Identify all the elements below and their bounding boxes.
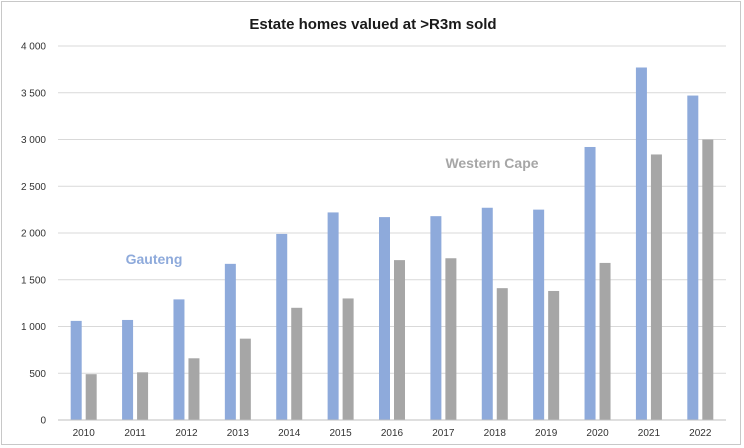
bar-gauteng-2016 — [379, 217, 390, 420]
bar-western-cape-2016 — [394, 260, 405, 420]
bar-gauteng-2010 — [70, 320, 82, 420]
bar-gauteng-2022 — [687, 95, 699, 421]
chart-title: Estate homes valued at >R3m sold — [249, 16, 496, 33]
bar-western-cape-2020 — [599, 262, 611, 420]
bar-gauteng-2012 — [173, 299, 185, 420]
bar-western-cape-2014 — [291, 307, 303, 420]
gridlines — [58, 45, 726, 374]
bar-gauteng-2013 — [224, 263, 236, 420]
bars — [70, 67, 714, 421]
bar-western-cape-2017 — [445, 258, 457, 420]
y-tick-label: 3 000 — [21, 135, 46, 146]
x-tick-label: 2022 — [689, 428, 712, 439]
x-tick-label: 2021 — [638, 428, 661, 439]
x-tick-label: 2013 — [227, 428, 250, 439]
bar-western-cape-2022 — [702, 139, 714, 420]
bar-gauteng-2011 — [122, 319, 134, 420]
bar-western-cape-2018 — [496, 288, 508, 420]
bar-gauteng-2018 — [481, 207, 493, 420]
bar-western-cape-2010 — [85, 374, 97, 420]
bar-western-cape-2011 — [137, 372, 149, 420]
bar-gauteng-2015 — [327, 212, 339, 420]
bar-western-cape-2019 — [548, 290, 560, 420]
series-label-western-cape: Western Cape — [445, 155, 538, 171]
y-tick-label: 0 — [40, 416, 46, 427]
y-tick-label: 500 — [29, 369, 46, 380]
x-tick-label: 2011 — [124, 428, 146, 439]
y-axis-ticks: 0 500 1 000 1 500 2 000 2 500 3 000 3 500 4 000 — [21, 42, 46, 427]
y-tick-label: 3 500 — [21, 88, 46, 99]
bar-gauteng-2021 — [635, 67, 647, 420]
bar-western-cape-2021 — [650, 154, 662, 420]
x-tick-label: 2016 — [381, 428, 404, 439]
x-tick-label: 2010 — [73, 428, 96, 439]
x-tick-label: 2012 — [175, 428, 198, 439]
y-tick-label: 2 000 — [21, 229, 46, 240]
bar-western-cape-2012 — [188, 358, 200, 420]
bar-gauteng-2019 — [533, 209, 545, 420]
bar-gauteng-2017 — [430, 216, 442, 420]
y-tick-label: 1 500 — [21, 275, 46, 286]
bar-gauteng-2020 — [584, 146, 596, 421]
y-tick-label: 4 000 — [21, 42, 46, 53]
bar-western-cape-2013 — [239, 338, 251, 420]
bar-western-cape-2015 — [342, 298, 354, 420]
y-tick-label: 1 000 — [21, 322, 46, 333]
y-tick-label: 2 500 — [21, 182, 46, 193]
series-label-gauteng: Gauteng — [126, 251, 183, 267]
x-tick-label: 2015 — [329, 428, 352, 439]
bar-gauteng-2014 — [276, 233, 288, 420]
x-tick-label: 2019 — [535, 428, 558, 439]
x-tick-label: 2018 — [484, 428, 507, 439]
x-tick-label: 2014 — [278, 428, 301, 439]
x-tick-label: 2020 — [586, 428, 609, 439]
x-tick-label: 2017 — [432, 428, 455, 439]
x-axis-ticks: 2010 2011 2012 2013 2014 2015 2016 2017 2018 2019… — [73, 428, 712, 439]
